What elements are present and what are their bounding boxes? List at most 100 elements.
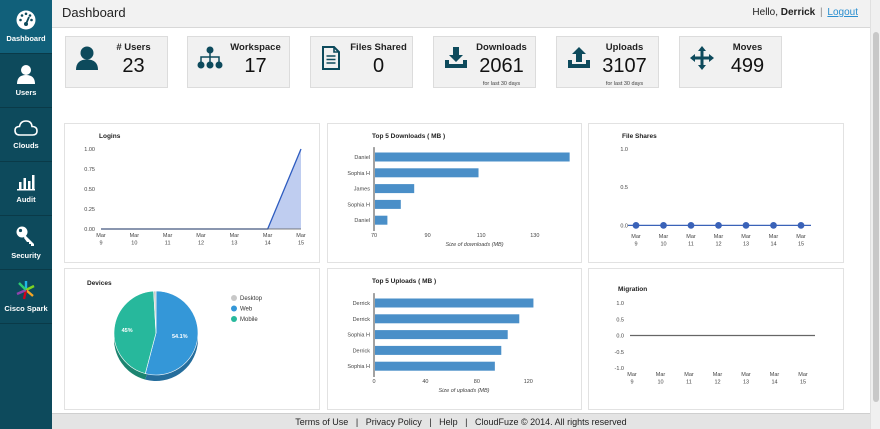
bar-category-label: Derrick [353,301,371,307]
logins-area [101,149,301,229]
bar [375,199,401,209]
terms-of-use-link[interactable]: Terms of Use [295,417,349,427]
stat-card-users: # Users 23 [65,36,168,88]
data-point [797,221,805,229]
x-tick-label: 10 [131,241,137,247]
stat-card-workspace: Workspace 17 [187,36,290,88]
migration-chart-panel: Migration 1.0 0.5 0.0 -0.5 -1.0 Mar 9 Mar 10 Mar 11… [588,268,844,410]
page-title: Dashboard [62,5,126,20]
chart-title: Migration [618,286,647,293]
x-tick-label: Mar [796,234,806,240]
data-point [632,221,640,229]
sidebar-item-security[interactable]: Security [0,216,52,270]
y-tick-label: 0.00 [84,227,95,233]
bar [375,298,534,308]
bar [375,314,520,324]
pie-slice [153,290,157,334]
bar-chart-icon [17,175,35,191]
legend-label: Mobile [240,317,258,323]
stat-card-downloads: Downloads 2061 for last 30 days [433,36,536,88]
stat-value: 499 [730,55,765,77]
help-link[interactable]: Help [439,417,458,427]
stat-label: Uploads [605,42,644,53]
sidebar-item-cisco-spark[interactable]: Cisco Spark [0,270,52,324]
bar [375,361,495,371]
stat-label: Files Shared [350,42,407,53]
stat-value: 3107 [602,55,647,77]
x-tick-label: Mar [741,234,751,240]
sidebar-item-label: Audit [16,195,36,204]
sidebar-item-audit[interactable]: Audit [0,162,52,216]
x-tick-label: Mar [741,372,751,378]
x-tick-label: 14 [771,380,777,386]
y-tick-label: -1.0 [615,366,624,372]
user-icon [17,65,35,84]
sidebar-item-clouds[interactable]: Clouds [0,108,52,162]
stat-value: 23 [122,55,145,77]
stat-card-moves: Moves 499 [679,36,782,88]
y-tick-label: 0.5 [616,317,624,323]
data-point [660,221,667,229]
x-tick-label: Mar [656,372,666,378]
bar [375,330,508,340]
chart-title: Devices [87,280,112,287]
x-tick-label: 9 [630,380,633,386]
x-tick-label: 15 [298,241,304,247]
y-tick-label: 0.0 [616,334,624,340]
legend-label: Web [240,307,253,313]
x-tick-label: Mar [163,233,173,239]
x-tick-label: 11 [686,380,692,386]
sidebar-item-dashboard[interactable]: Dashboard [0,0,52,54]
logout-link[interactable]: Logout [827,7,858,18]
bar-category-label: Sophia H [347,202,370,208]
document-icon [322,46,340,70]
sidebar-item-label: Clouds [13,141,39,150]
x-tick-label: 90 [425,233,431,239]
y-tick-label: 1.0 [620,147,628,153]
x-tick-label: 15 [798,242,804,248]
scroll-thumb[interactable] [873,32,879,402]
logins-series-line [101,148,302,230]
sidebar-item-label: Cisco Spark [4,304,48,313]
bar-category-label: Sophia H [347,333,370,339]
key-icon [16,226,34,246]
migration-chart: Migration1.00.50.0-0.5-1.0Mar9Mar10Mar11… [615,286,815,386]
bar-category-label: Sophia H [347,171,370,177]
x-tick-label: 9 [99,241,102,247]
bar-category-label: Daniel [354,218,370,224]
x-tick-label: 10 [660,242,666,248]
stat-label: Workspace [230,42,281,53]
legend-marker [231,295,237,301]
pie-slice-label: 45% [122,328,133,334]
pie-slice-label: 54.1% [172,334,188,340]
y-tick-label: 1.00 [84,147,95,153]
pie-slice [113,290,157,374]
sidebar: Dashboard Users Clouds Audit [0,0,52,429]
stat-value: 0 [372,55,385,77]
stat-card-files-shared: Files Shared 0 [310,36,413,88]
bar-category-label: Daniel [354,155,370,161]
x-tick-label: 120 [524,379,533,385]
page-scrollbar[interactable] [870,0,880,429]
downloads-chart-panel: Top 5 Downloads ( MB ) Daniel Sophia H Jame… [327,123,582,263]
x-tick-label: 12 [714,380,720,386]
greeting-text: Hello, [752,7,778,18]
data-point [715,221,722,229]
cloud-icon [14,120,38,136]
bar-category-label: Derrick [353,348,371,354]
dashboard-icon [16,10,36,30]
sidebar-item-users[interactable]: Users [0,54,52,108]
chart-title: File Shares [622,133,657,140]
sidebar-item-label: Users [15,88,37,97]
pie-slice [144,290,199,376]
x-tick-label: 0 [372,379,375,385]
downloads-chart: Top 5 Downloads ( MB ) Daniel Sophia H Jame… [347,133,570,248]
x-tick-label: Mar [713,372,723,378]
privacy-policy-link[interactable]: Privacy Policy [365,417,422,427]
bar [375,152,570,162]
stat-label: # Users [116,42,151,53]
file-shares-chart: File Shares1.00.50.0Mar9Mar10Mar11Mar12M… [620,133,811,248]
user-icon [76,46,98,70]
download-icon [445,47,467,68]
